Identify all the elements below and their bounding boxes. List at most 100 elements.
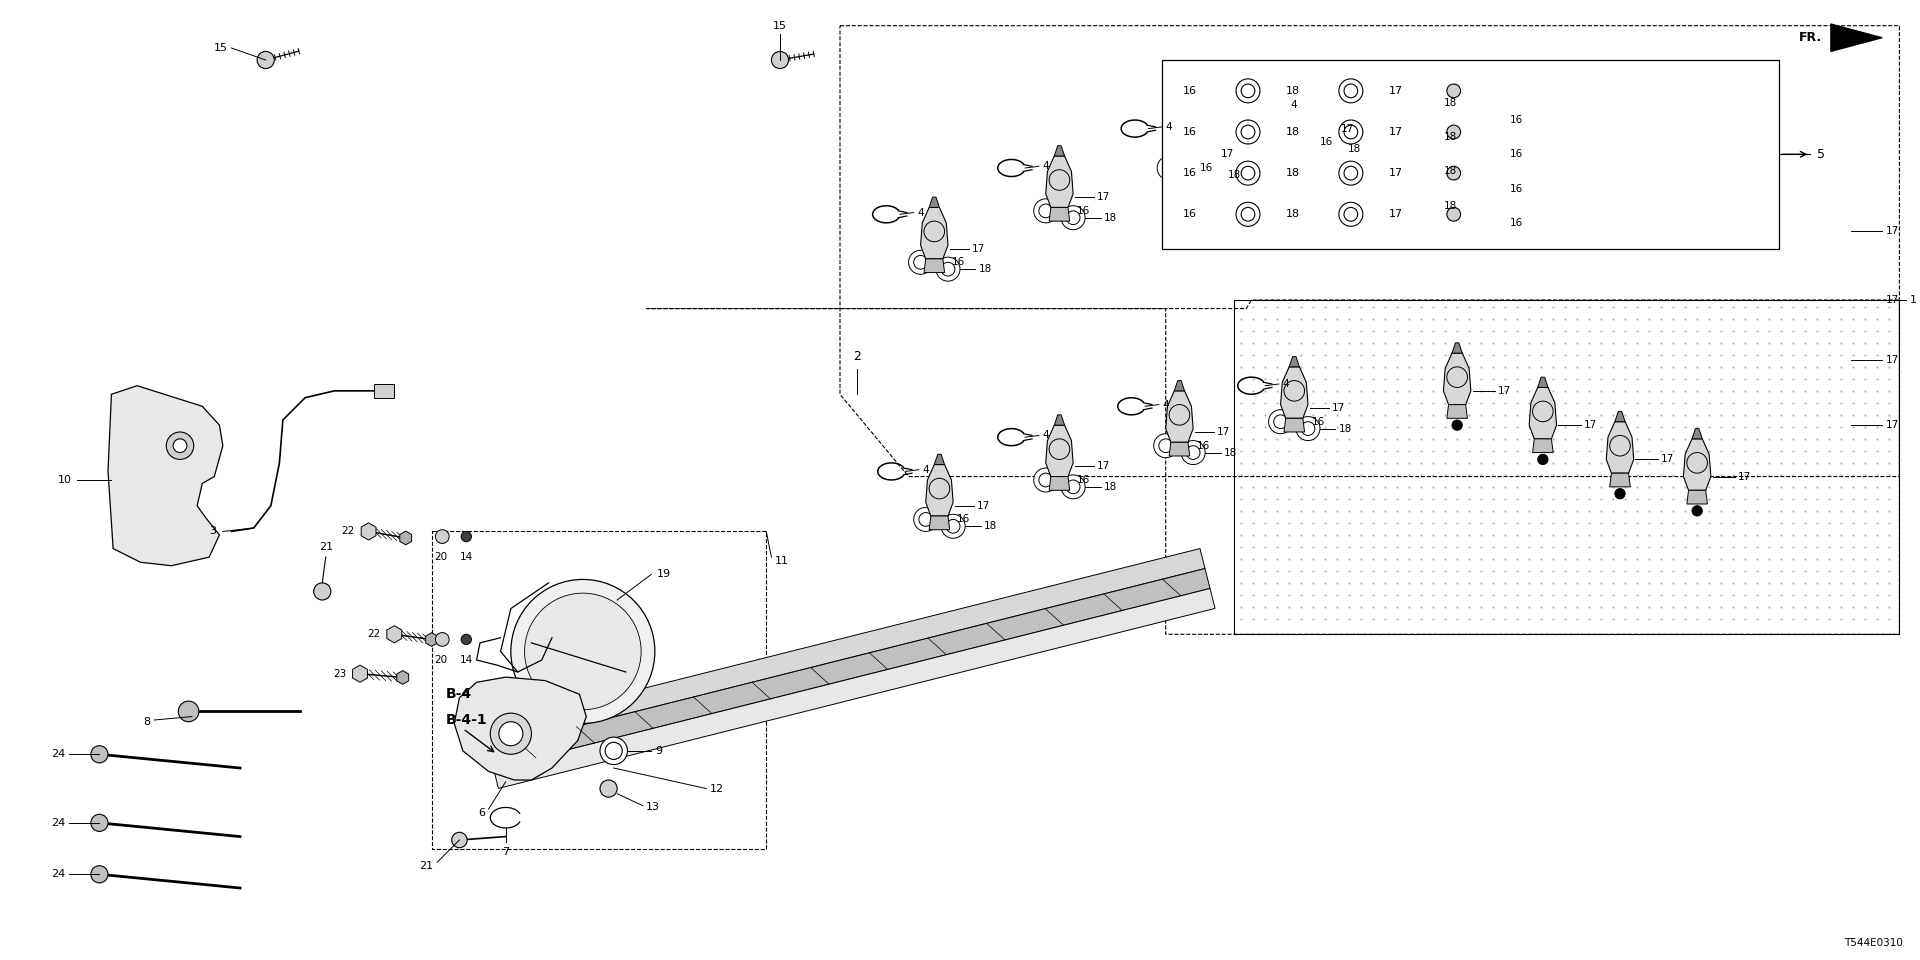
Circle shape [1392, 192, 1419, 220]
Text: 8: 8 [144, 717, 152, 727]
Polygon shape [397, 671, 409, 684]
Polygon shape [1173, 164, 1192, 179]
Text: 18: 18 [1286, 168, 1300, 179]
Circle shape [1033, 199, 1058, 223]
Circle shape [1392, 157, 1419, 185]
Circle shape [1309, 142, 1323, 156]
Text: 17: 17 [1738, 471, 1751, 482]
Circle shape [451, 832, 467, 848]
Text: 17: 17 [1885, 355, 1899, 365]
Text: 23: 23 [332, 669, 346, 679]
Text: 18: 18 [1286, 85, 1300, 96]
Text: 4: 4 [1290, 100, 1298, 109]
Text: 17: 17 [1096, 462, 1110, 471]
Text: 18: 18 [1227, 170, 1240, 180]
Circle shape [1467, 181, 1480, 196]
Text: FR.: FR. [1799, 32, 1822, 44]
Circle shape [1398, 197, 1415, 214]
Text: 17: 17 [1340, 124, 1354, 133]
Text: 17: 17 [977, 501, 991, 511]
Circle shape [1236, 161, 1260, 185]
Circle shape [1160, 439, 1173, 452]
Text: 18: 18 [1444, 201, 1457, 210]
Polygon shape [1165, 391, 1192, 443]
Circle shape [1296, 417, 1321, 441]
Circle shape [1062, 475, 1085, 499]
Circle shape [772, 52, 789, 68]
Polygon shape [374, 384, 394, 397]
Text: 4: 4 [1283, 379, 1288, 389]
Circle shape [1452, 420, 1463, 430]
Text: 24: 24 [52, 870, 65, 879]
Bar [432, 532, 766, 849]
Circle shape [1338, 161, 1363, 185]
Text: 16: 16 [1511, 115, 1524, 125]
Polygon shape [935, 454, 945, 465]
Circle shape [599, 780, 616, 797]
Circle shape [90, 746, 108, 763]
Circle shape [1154, 434, 1177, 458]
Circle shape [914, 508, 937, 532]
Text: 16: 16 [1321, 137, 1332, 147]
Circle shape [1463, 211, 1486, 235]
Text: 21: 21 [420, 861, 434, 871]
Polygon shape [1615, 412, 1624, 421]
Polygon shape [1688, 491, 1707, 504]
Polygon shape [1048, 207, 1069, 221]
Text: 17: 17 [1217, 427, 1231, 437]
Polygon shape [1284, 419, 1304, 432]
Circle shape [941, 515, 966, 539]
Text: 16: 16 [1183, 209, 1196, 219]
Text: 18: 18 [1348, 144, 1361, 155]
Polygon shape [929, 197, 939, 207]
Bar [1162, 60, 1780, 249]
Polygon shape [353, 665, 367, 683]
Text: 9: 9 [655, 746, 662, 756]
Text: 14: 14 [459, 655, 472, 665]
Circle shape [1240, 84, 1256, 98]
Polygon shape [1054, 415, 1064, 425]
Circle shape [920, 513, 933, 526]
Circle shape [1467, 148, 1480, 161]
Circle shape [90, 866, 108, 883]
Text: 14: 14 [459, 552, 472, 563]
Circle shape [947, 519, 960, 533]
Text: 18: 18 [1104, 482, 1117, 492]
Circle shape [1398, 163, 1415, 180]
Polygon shape [1448, 404, 1467, 419]
Circle shape [436, 530, 449, 543]
Circle shape [461, 532, 472, 541]
Circle shape [1344, 125, 1357, 139]
Circle shape [1338, 203, 1363, 227]
Polygon shape [1169, 113, 1196, 164]
Polygon shape [361, 523, 376, 540]
Polygon shape [1684, 439, 1711, 491]
Text: 16: 16 [1183, 127, 1196, 137]
Polygon shape [1281, 367, 1308, 419]
Polygon shape [108, 386, 223, 565]
Text: 17: 17 [1332, 403, 1346, 413]
Polygon shape [1452, 343, 1463, 353]
Text: 16: 16 [1077, 475, 1091, 485]
Text: 17: 17 [1388, 168, 1404, 179]
Circle shape [1039, 204, 1052, 218]
Text: 15: 15 [774, 21, 787, 31]
Bar [1235, 300, 1899, 635]
Circle shape [1066, 480, 1079, 493]
Text: 18: 18 [1286, 209, 1300, 219]
Polygon shape [1532, 439, 1553, 452]
Polygon shape [1292, 139, 1313, 153]
Circle shape [1033, 468, 1058, 492]
Polygon shape [484, 548, 1206, 749]
Text: 16: 16 [1196, 441, 1210, 450]
Polygon shape [1607, 421, 1634, 473]
Circle shape [1448, 207, 1461, 221]
Circle shape [1338, 120, 1363, 144]
Text: 5: 5 [1816, 148, 1826, 160]
Polygon shape [1175, 380, 1185, 391]
Circle shape [1158, 156, 1181, 180]
Text: 10: 10 [58, 475, 73, 485]
Circle shape [1467, 113, 1480, 127]
Text: 4: 4 [1043, 161, 1048, 171]
Polygon shape [1046, 425, 1073, 476]
